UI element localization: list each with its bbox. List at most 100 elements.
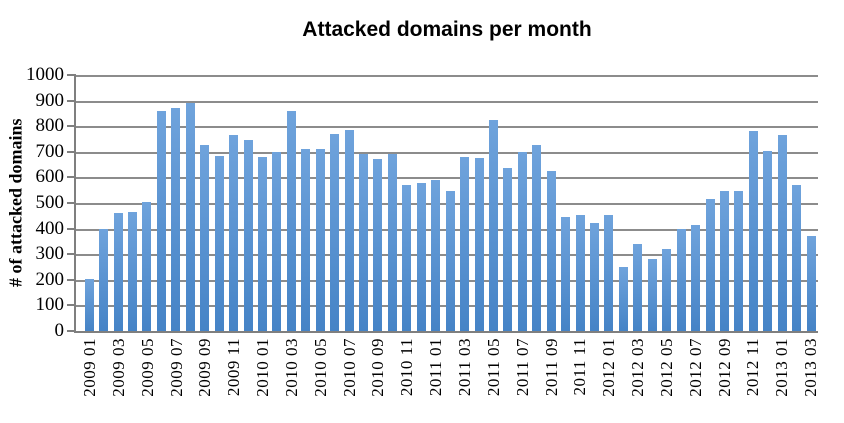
x-axis-label: 2013 03 xyxy=(801,338,821,397)
x-axis-label: 2012 07 xyxy=(685,338,705,397)
bar-2012-09 xyxy=(719,191,729,331)
bar-2009-11 xyxy=(229,135,239,331)
bar-2010-11 xyxy=(402,185,412,331)
bar-2011-05 xyxy=(488,119,498,331)
x-axis-label: 2012 01 xyxy=(599,338,619,397)
bar-2010-03 xyxy=(286,110,296,331)
gridline xyxy=(76,177,818,180)
x-axis-line xyxy=(74,331,818,333)
y-tick-label: 900 xyxy=(35,89,65,111)
y-tick-label: 700 xyxy=(35,140,65,162)
bar-2010-06 xyxy=(330,133,340,331)
bar-2011-06 xyxy=(503,168,513,331)
bar-2012-03 xyxy=(633,243,643,331)
y-tick-mark xyxy=(67,330,76,332)
bar-2012-02 xyxy=(618,267,628,331)
y-axis-tick-labels: 0 100 200 300 400 500 600 700 800 900 1000 xyxy=(0,64,65,341)
y-tick-label: 200 xyxy=(35,268,65,290)
chart-title: Attacked domains per month xyxy=(302,18,592,41)
y-tick-label: 400 xyxy=(35,217,65,239)
bar-2012-10 xyxy=(734,191,744,331)
bar-2009-04 xyxy=(128,211,138,331)
y-tick-mark xyxy=(67,253,76,256)
y-tick-label: 500 xyxy=(35,192,65,213)
bar-2011-04 xyxy=(474,158,484,331)
bar-2013-01 xyxy=(777,135,787,331)
x-axis-label: 2009 09 xyxy=(195,338,215,397)
y-tick-mark xyxy=(67,150,76,153)
bar-2013-02 xyxy=(792,185,802,331)
bar-2012-01 xyxy=(604,214,614,331)
y-tick-label: 600 xyxy=(35,166,65,188)
bar-2012-11 xyxy=(748,131,758,331)
x-axis-label: 2011 03 xyxy=(454,338,474,397)
x-axis-label: 2010 07 xyxy=(339,338,359,397)
x-axis-label: 2009 03 xyxy=(108,338,128,397)
bar-2012-08 xyxy=(705,199,715,331)
bar-2009-03 xyxy=(113,213,123,331)
x-axis-label: 2010 03 xyxy=(281,338,301,397)
bar-2013-03 xyxy=(806,236,816,331)
y-tick-mark xyxy=(67,99,76,102)
bar-2010-09 xyxy=(373,159,383,331)
gridline xyxy=(76,100,818,103)
bar-2011-11 xyxy=(575,214,585,331)
bar-2010-05 xyxy=(315,149,325,331)
y-tick-mark xyxy=(67,202,76,204)
x-axis-label: 2009 05 xyxy=(137,338,157,397)
x-axis-tick-labels: 2009 01 2009 03 2009 05 2009 07 2009 09 2009 … xyxy=(76,338,821,423)
x-axis-label: 2011 07 xyxy=(512,338,532,397)
x-axis-label: 2012 05 xyxy=(656,338,676,397)
bar-2011-01 xyxy=(431,179,441,331)
bar-2012-04 xyxy=(647,259,657,331)
gridline xyxy=(76,75,818,77)
bar-2009-12 xyxy=(243,140,253,331)
bar-2012-07 xyxy=(691,224,701,331)
bar-series xyxy=(76,75,818,331)
x-axis-label: 2009 01 xyxy=(80,338,99,397)
bar-2011-12 xyxy=(590,223,600,331)
x-axis-label: 2011 11 xyxy=(570,338,590,396)
gridline xyxy=(76,126,818,129)
bar-2012-05 xyxy=(662,249,672,331)
x-axis-label: 2012 11 xyxy=(743,338,763,397)
bar-2009-02 xyxy=(99,228,109,331)
x-axis-label: 2010 05 xyxy=(310,338,330,397)
bar-2010-02 xyxy=(272,151,282,331)
x-axis-label: 2011 01 xyxy=(426,338,446,397)
bar-2009-05 xyxy=(142,201,152,331)
y-tick-label: 300 xyxy=(35,243,65,265)
y-tick-label: 1000 xyxy=(26,64,64,85)
bar-2010-04 xyxy=(301,149,311,331)
bar-2011-07 xyxy=(517,151,527,331)
gridline xyxy=(76,151,818,154)
bar-2009-06 xyxy=(156,110,166,331)
bar-2009-08 xyxy=(185,103,195,331)
y-tick-mark xyxy=(67,74,76,76)
bar-2011-09 xyxy=(546,171,556,331)
bar-2009-09 xyxy=(200,145,210,331)
bar-2010-07 xyxy=(344,130,354,331)
x-axis-label: 2009 07 xyxy=(166,338,186,397)
y-tick-mark xyxy=(67,278,76,281)
x-axis-label: 2010 01 xyxy=(253,338,273,397)
y-tick-mark xyxy=(67,176,76,179)
bar-2010-01 xyxy=(257,156,267,331)
bar-2011-08 xyxy=(532,145,542,331)
bar-2010-12 xyxy=(416,182,426,331)
x-axis-label: 2012 09 xyxy=(714,338,734,397)
bar-2009-10 xyxy=(214,155,224,331)
x-axis-label: 2009 11 xyxy=(224,338,244,397)
x-axis-label: 2011 09 xyxy=(541,338,561,397)
bar-2009-07 xyxy=(171,108,181,331)
bar-2012-06 xyxy=(676,228,686,331)
bar-2009-01 xyxy=(84,278,94,331)
y-tick-mark xyxy=(67,125,76,128)
y-axis-tick-marks xyxy=(67,74,76,332)
bar-2011-02 xyxy=(445,191,455,331)
x-axis-label: 2010 09 xyxy=(368,338,388,397)
y-tick-mark xyxy=(67,227,76,230)
y-tick-label: 100 xyxy=(35,294,65,316)
plot-area xyxy=(76,75,818,331)
